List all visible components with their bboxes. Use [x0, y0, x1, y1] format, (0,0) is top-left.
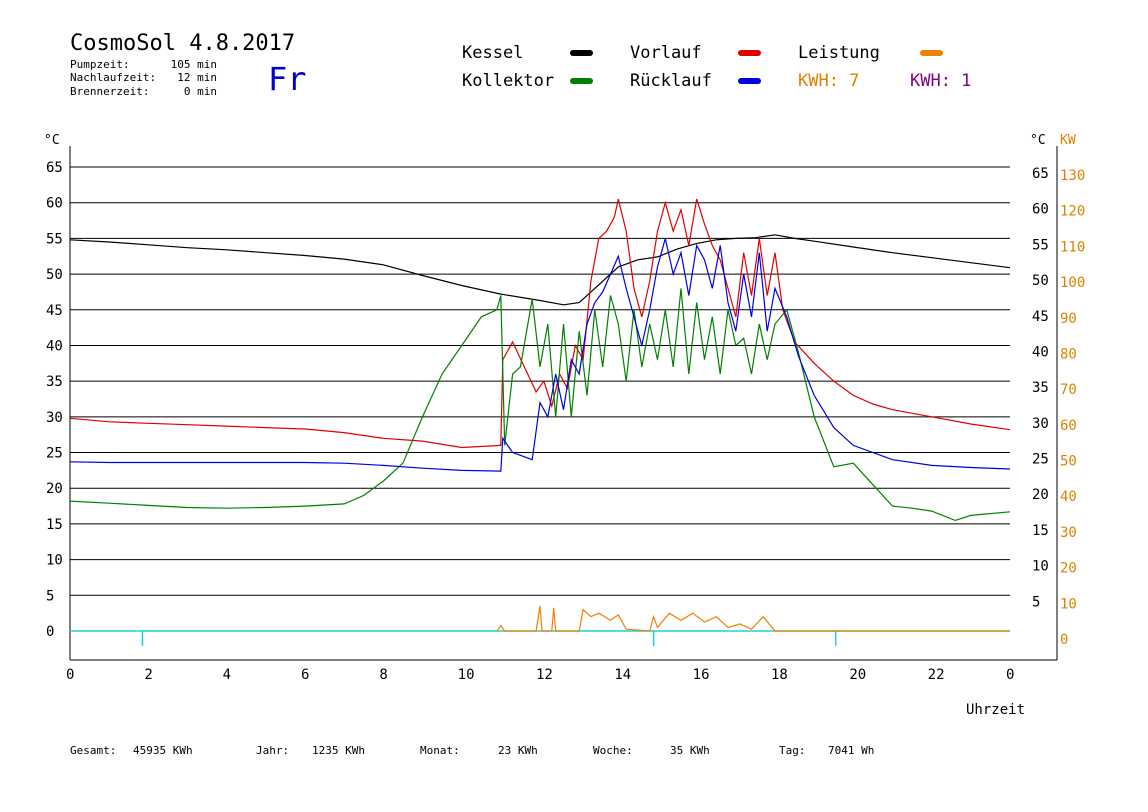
y-tick-label-right: 5 — [1032, 594, 1040, 610]
series-line-leistung — [496, 605, 1010, 632]
series-line-rücklauf — [69, 238, 1011, 472]
y-tick-label-kw: 30 — [1060, 525, 1077, 541]
series-line-kessel — [69, 234, 1011, 306]
y-tick-label-left: 35 — [46, 374, 63, 390]
chart-axes: °C °C KW Uhrzeit — [44, 133, 1076, 718]
y-tick-label-left: 20 — [46, 481, 63, 497]
x-tick-label: 12 — [536, 667, 553, 683]
stat-label: Tag: — [779, 744, 806, 757]
y-tick-label-right: 25 — [1032, 452, 1049, 468]
y-axis-unit-kw: KW — [1060, 133, 1076, 148]
info-value: 105 min — [171, 58, 217, 71]
stat-value: 35 KWh — [670, 744, 710, 757]
y-tick-label-left: 50 — [46, 267, 63, 283]
y-tick-label-right: 45 — [1032, 309, 1049, 325]
y-tick-label-left: 55 — [46, 231, 63, 247]
header: CosmoSol 4.8.2017 Fr Pumpzeit: 105 min N… — [70, 31, 307, 98]
y-tick-label-kw: 0 — [1060, 632, 1068, 648]
x-axis-label: Uhrzeit — [966, 702, 1025, 718]
footer-stats: Gesamt: 45935 KWh Jahr: 1235 KWh Monat: … — [70, 744, 874, 757]
x-tick-label: 22 — [928, 667, 945, 683]
info-label: Pumpzeit: — [70, 58, 130, 71]
y-tick-label-kw: 110 — [1060, 239, 1085, 255]
legend-label: Vorlauf — [630, 43, 702, 63]
x-tick-label: 2 — [144, 667, 152, 683]
x-tick-label: 16 — [693, 667, 710, 683]
x-tick-label: 18 — [771, 667, 788, 683]
y-tick-label-right: 55 — [1032, 237, 1049, 253]
y-tick-label-right: 10 — [1032, 559, 1049, 575]
legend-label: Kollektor — [462, 71, 554, 91]
y-tick-label-left: 65 — [46, 160, 63, 176]
y-tick-label-kw: 20 — [1060, 561, 1077, 577]
y-tick-label-right: 35 — [1032, 380, 1049, 396]
x-tick-label: 0 — [1006, 667, 1014, 683]
stat-label: Monat: — [420, 744, 460, 757]
y-axis-unit-left: °C — [44, 133, 60, 148]
y-tick-label-kw: 90 — [1060, 311, 1077, 327]
y-tick-label-right: 40 — [1032, 344, 1049, 360]
stat-label: Gesamt: — [70, 744, 116, 757]
x-tick-label: 6 — [301, 667, 309, 683]
legend-label: Rücklauf — [630, 71, 712, 91]
y-axis-unit-right: °C — [1030, 133, 1046, 148]
stat-value: 45935 KWh — [133, 744, 193, 757]
info-label: Nachlaufzeit: — [70, 71, 156, 84]
series-line-vorlauf — [69, 198, 1011, 449]
stat-value: 7041 Wh — [828, 744, 874, 757]
y-tick-label-kw: 80 — [1060, 346, 1077, 362]
y-tick-label-kw: 100 — [1060, 275, 1085, 291]
stat-label: Jahr: — [256, 744, 289, 757]
y-tick-label-right: 15 — [1032, 523, 1049, 539]
x-tick-label: 10 — [458, 667, 475, 683]
info-value: 12 min — [177, 71, 217, 84]
legend-label: Kessel — [462, 43, 523, 63]
y-tick-label-right: 60 — [1032, 202, 1049, 218]
y-tick-label-left: 15 — [46, 517, 63, 533]
y-tick-label-left: 30 — [46, 410, 63, 426]
legend: Kessel Vorlauf Leistung Kollektor Rückla… — [462, 43, 971, 91]
y-tick-label-kw: 130 — [1060, 168, 1085, 184]
kwh-total-label: KWH: 7 — [798, 71, 859, 91]
y-tick-label-left: 0 — [46, 624, 54, 640]
y-tick-label-left: 60 — [46, 196, 63, 212]
info-label: Brennerzeit: — [70, 85, 149, 98]
x-tick-label: 0 — [66, 667, 74, 683]
y-tick-label-left: 40 — [46, 338, 63, 354]
x-tick-label: 20 — [849, 667, 866, 683]
info-value: 0 min — [184, 85, 217, 98]
y-tick-label-kw: 50 — [1060, 454, 1077, 470]
series-line-kollektor — [69, 288, 1011, 522]
y-tick-label-right: 65 — [1032, 166, 1049, 182]
y-tick-label-left: 10 — [46, 553, 63, 569]
y-tick-label-kw: 70 — [1060, 382, 1077, 398]
weekday-label: Fr — [268, 60, 307, 98]
tick-labels: 0510152025303540455055606551015202530354… — [46, 160, 1085, 683]
y-tick-label-left: 45 — [46, 303, 63, 319]
y-tick-label-left: 5 — [46, 588, 54, 604]
y-tick-label-kw: 10 — [1060, 596, 1077, 612]
x-tick-label: 8 — [379, 667, 387, 683]
legend-label: Leistung — [798, 43, 880, 63]
y-tick-label-kw: 60 — [1060, 418, 1077, 434]
stat-value: 23 KWh — [498, 744, 538, 757]
y-tick-label-kw: 40 — [1060, 489, 1077, 505]
y-tick-label-left: 25 — [46, 446, 63, 462]
chart-title: CosmoSol 4.8.2017 — [70, 31, 295, 56]
y-tick-label-right: 30 — [1032, 416, 1049, 432]
x-tick-label: 14 — [614, 667, 631, 683]
kwh-total-label: KWH: 1 — [910, 71, 971, 91]
x-tick-label: 4 — [223, 667, 231, 683]
stat-label: Woche: — [593, 744, 633, 757]
gridlines — [69, 146, 1058, 661]
y-tick-label-right: 20 — [1032, 487, 1049, 503]
y-tick-label-right: 50 — [1032, 273, 1049, 289]
stat-value: 1235 KWh — [312, 744, 365, 757]
y-tick-label-kw: 120 — [1060, 204, 1085, 220]
series-lines — [69, 198, 1011, 632]
